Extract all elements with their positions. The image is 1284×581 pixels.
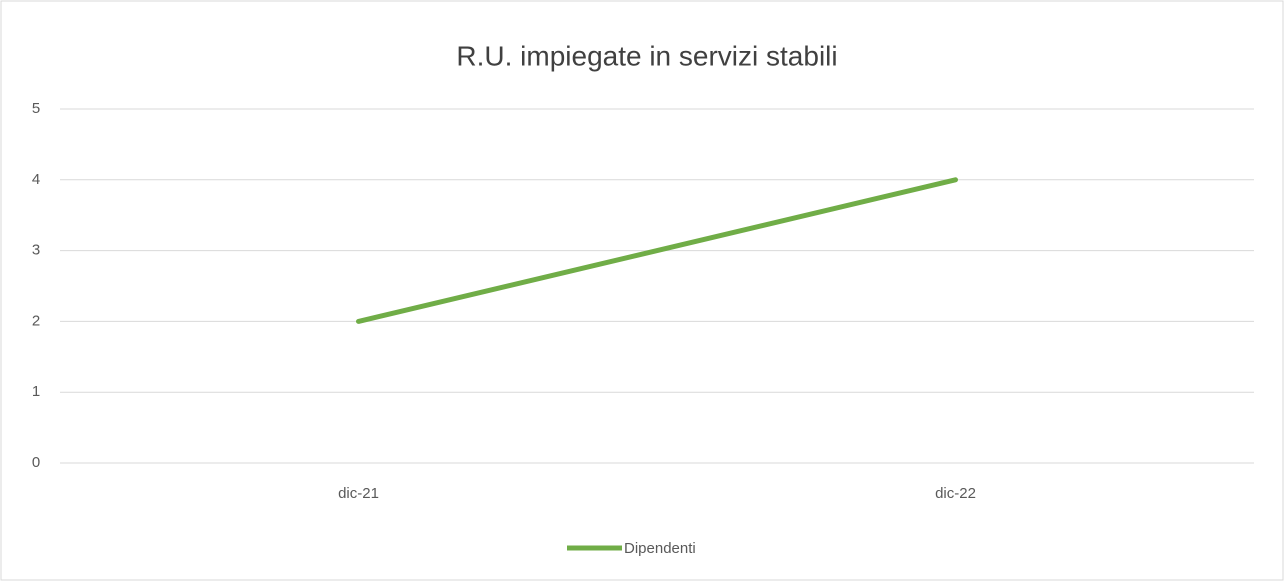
y-tick-label: 5 [32,100,40,117]
y-tick-label: 4 [32,171,40,188]
legend-label: Dipendenti [624,540,696,557]
y-tick-label: 3 [32,242,40,259]
chart-title: R.U. impiegate in servizi stabili [456,40,837,71]
y-tick-label: 2 [32,312,40,329]
x-tick-label: dic-22 [935,485,976,502]
x-tick-label: dic-21 [338,485,379,502]
y-tick-label: 1 [32,383,40,400]
line-series [356,177,958,324]
y-tick-label: 0 [32,454,40,471]
